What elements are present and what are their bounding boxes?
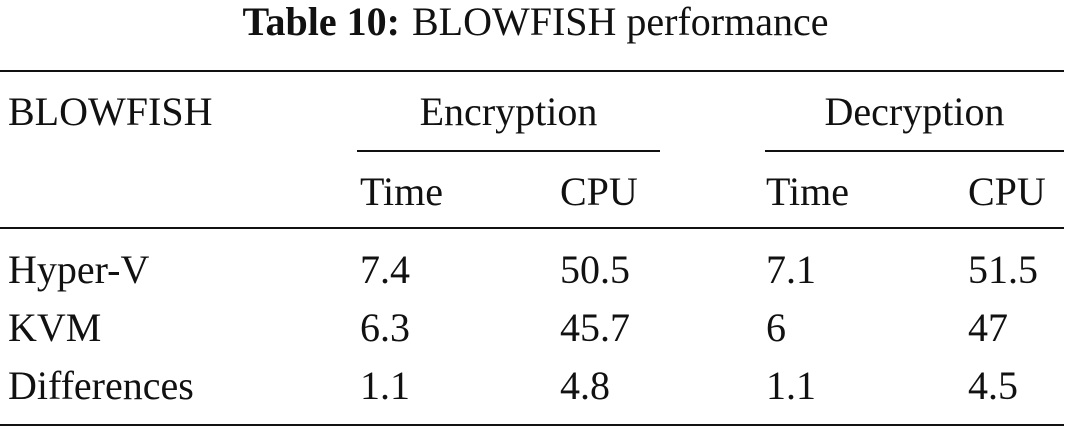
row-label: Hyper-V xyxy=(8,247,150,292)
cell: 6 xyxy=(766,305,786,350)
top-rule xyxy=(0,70,1064,72)
subheader-cell: CPU xyxy=(968,169,1046,214)
subheader-cell: Time xyxy=(766,169,850,214)
mid-rule xyxy=(0,227,1064,229)
cell: 7.4 xyxy=(360,247,410,292)
group-rule xyxy=(765,150,1064,152)
cell: 1.1 xyxy=(766,363,816,408)
caption-label: Table 10: xyxy=(242,0,400,44)
row-label: KVM xyxy=(8,305,102,350)
subheader-cell: CPU xyxy=(560,169,638,214)
bottom-rule xyxy=(0,424,1064,426)
cell: 4.8 xyxy=(560,363,610,408)
group-rule xyxy=(357,150,660,152)
cell: 6.3 xyxy=(360,305,410,350)
cell: 50.5 xyxy=(560,247,630,292)
caption: Table 10: BLOWFISH performance xyxy=(0,2,1071,42)
stub-header: BLOWFISH xyxy=(8,89,213,134)
row-label: Differences xyxy=(8,363,194,408)
cell: 7.1 xyxy=(766,247,816,292)
cell: 47 xyxy=(968,305,1008,350)
cell: 51.5 xyxy=(968,247,1038,292)
group-header: Encryption xyxy=(419,89,598,134)
subheader-cell: Time xyxy=(360,169,444,214)
cell: 4.5 xyxy=(968,363,1018,408)
cell: 1.1 xyxy=(360,363,410,408)
group-header: Decryption xyxy=(824,89,1005,134)
caption-text: BLOWFISH performance xyxy=(411,0,829,44)
cell: 45.7 xyxy=(560,305,630,350)
